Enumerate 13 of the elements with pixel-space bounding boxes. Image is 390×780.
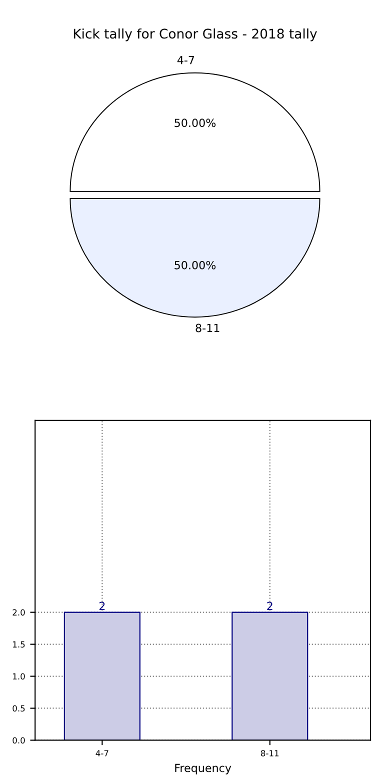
data-label: 2 bbox=[99, 602, 105, 610]
data-label: 2 bbox=[267, 602, 272, 610]
slice-label: 8-11 bbox=[196, 324, 220, 332]
slice-label: 4-7 bbox=[177, 56, 194, 64]
y-tick-label: 1.0 bbox=[13, 673, 25, 680]
y-tick-label: 0.5 bbox=[12, 705, 25, 712]
y-tick-label: 1.5 bbox=[13, 641, 25, 648]
x-axis-title: Frequency bbox=[175, 764, 232, 774]
chart-title: Kick tally for Conor Glass - 2018 tally bbox=[74, 28, 317, 42]
data-label: 50.00% bbox=[174, 260, 216, 270]
y-tick-label: 2.0 bbox=[12, 609, 25, 616]
y-tick-label: 0.0 bbox=[12, 737, 25, 744]
data-label: 50.00% bbox=[174, 118, 216, 128]
